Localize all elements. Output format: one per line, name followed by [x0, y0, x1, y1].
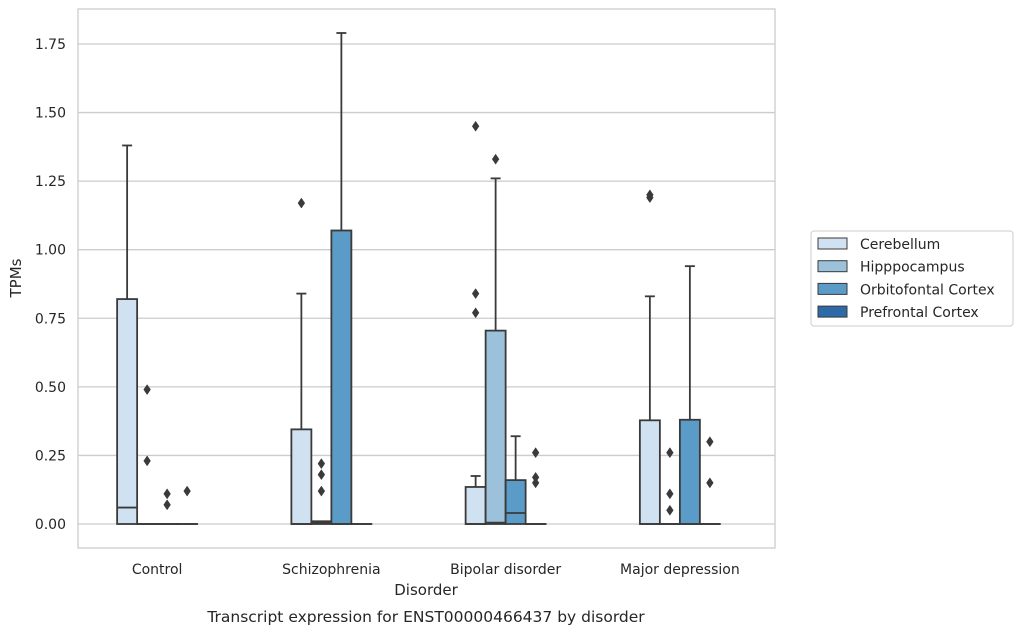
y-axis-title: TPMs	[7, 258, 25, 298]
legend-swatch	[817, 305, 848, 318]
y-tick-label: 0.00	[35, 517, 66, 533]
box-prefrontal-cortex	[698, 436, 721, 525]
box-iqr	[330, 229, 353, 525]
box-iqr	[484, 329, 507, 525]
x-axis-title: Disorder	[394, 581, 458, 599]
legend-swatch	[817, 282, 848, 295]
x-tick-labels: Control Schizophrenia Bipolar disorder Majo…	[132, 562, 740, 578]
box-iqr	[504, 479, 527, 525]
outlier-point	[143, 384, 151, 396]
outlier-point	[471, 307, 480, 319]
outlier-point	[531, 471, 540, 483]
y-tick-label: 0.25	[35, 448, 66, 464]
legend-label: Orbitofontal Cortex	[860, 282, 995, 298]
box-hipppocampus	[484, 153, 507, 525]
y-tick-label: 0.75	[35, 311, 66, 327]
outlier-point	[531, 477, 540, 489]
box-orbitofontal-cortex	[678, 265, 701, 525]
legend-swatch	[817, 260, 848, 273]
x-tick-label: Schizophrenia	[282, 562, 380, 578]
outlier-point	[666, 447, 674, 459]
box-orbitofontal-cortex	[330, 32, 353, 525]
box-cerebellum	[638, 189, 661, 525]
outlier-point	[297, 197, 306, 209]
y-tick-label: 1.25	[35, 174, 66, 190]
outlier-point	[706, 436, 714, 448]
outlier-point	[666, 488, 674, 500]
y-tick-label: 1.75	[35, 37, 66, 53]
outlier-point	[163, 499, 171, 511]
box-iqr	[678, 418, 701, 525]
y-tick-label: 1.00	[35, 243, 66, 259]
chart-caption: Transcript expression for ENST0000046643…	[206, 608, 645, 626]
legend-label: Cerebellum	[860, 237, 940, 253]
outlier-point	[646, 189, 654, 201]
outlier-point	[666, 504, 674, 516]
plot-area	[78, 9, 775, 548]
outlier-point	[317, 458, 326, 470]
outlier-point	[163, 488, 171, 500]
box-orbitofontal-cortex	[504, 435, 527, 525]
grid-lines	[78, 43, 775, 525]
y-tick-labels: 0.00 0.25 0.50 0.75 1.00 1.25 1.50 1.75	[35, 37, 66, 533]
legend-label: Prefrontal Cortex	[860, 305, 979, 321]
outlier-point	[471, 288, 480, 300]
x-tick-label: Control	[132, 562, 183, 578]
outlier-point	[317, 485, 326, 497]
box-iqr	[638, 419, 661, 525]
outlier-point	[531, 447, 540, 459]
y-tick-label: 0.50	[35, 380, 66, 396]
box-iqr	[290, 428, 313, 525]
box-iqr	[116, 298, 139, 525]
box-prefrontal-cortex	[524, 447, 547, 525]
outlier-point	[471, 120, 480, 132]
box-cerebellum	[290, 197, 313, 525]
y-tick-label: 1.50	[35, 106, 66, 122]
plot-frame	[77, 8, 776, 549]
outlier-point	[143, 455, 151, 467]
box-series	[116, 32, 721, 525]
x-tick-label: Bipolar disorder	[450, 562, 561, 578]
legend-swatch	[817, 237, 848, 250]
legend-label: Hipppocampus	[860, 260, 965, 276]
outlier-point	[491, 153, 500, 165]
box-prefrontal-cortex	[176, 485, 199, 525]
x-tick-label: Major depression	[620, 562, 740, 578]
legend-frame	[810, 230, 1014, 327]
outlier-point	[183, 485, 191, 497]
outlier-point	[706, 477, 714, 489]
legend: Cerebellum Hipppocampus Orbitofontal Corte…	[810, 230, 1014, 327]
box-cerebellum	[116, 144, 139, 525]
outlier-point	[317, 469, 326, 481]
box-iqr	[464, 486, 487, 525]
box-cerebellum	[464, 120, 487, 525]
